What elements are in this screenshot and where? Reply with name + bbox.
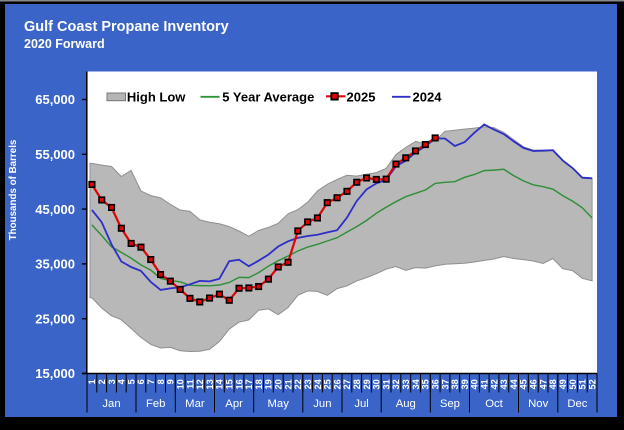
svg-text:37: 37 (440, 379, 450, 389)
svg-text:11: 11 (185, 379, 195, 389)
svg-text:46: 46 (529, 379, 539, 389)
svg-text:Dec: Dec (567, 398, 587, 410)
svg-text:52: 52 (587, 379, 597, 389)
svg-text:Jul: Jul (354, 398, 368, 410)
svg-text:4: 4 (117, 378, 127, 384)
svg-text:29: 29 (362, 379, 372, 389)
svg-text:26: 26 (332, 379, 342, 389)
svg-text:Jun: Jun (313, 398, 331, 410)
svg-text:25,000: 25,000 (35, 311, 75, 326)
svg-text:Feb: Feb (146, 398, 165, 410)
svg-text:8: 8 (156, 379, 166, 384)
svg-text:32: 32 (391, 379, 401, 389)
svg-text:42: 42 (489, 379, 499, 389)
svg-text:19: 19 (264, 379, 274, 389)
svg-text:14: 14 (215, 378, 225, 389)
svg-text:47: 47 (538, 379, 548, 389)
svg-text:49: 49 (558, 379, 568, 389)
svg-text:24: 24 (313, 378, 323, 389)
svg-text:55,000: 55,000 (35, 147, 75, 162)
svg-text:25: 25 (323, 379, 333, 389)
svg-text:2025: 2025 (347, 89, 376, 104)
svg-text:5: 5 (126, 379, 136, 384)
svg-text:43: 43 (499, 379, 509, 389)
svg-text:27: 27 (342, 379, 352, 389)
svg-text:2: 2 (97, 379, 107, 384)
svg-text:2020 Forward: 2020 Forward (24, 37, 105, 51)
svg-text:16: 16 (234, 379, 244, 389)
svg-text:Apr: Apr (225, 398, 243, 410)
svg-text:51: 51 (578, 379, 588, 389)
svg-text:2024: 2024 (413, 89, 443, 104)
svg-text:48: 48 (548, 379, 558, 389)
svg-text:36: 36 (431, 379, 441, 389)
svg-text:41: 41 (480, 379, 490, 389)
svg-text:34: 34 (411, 378, 421, 389)
svg-text:13: 13 (205, 379, 215, 389)
svg-text:Sep: Sep (440, 398, 460, 410)
svg-text:18: 18 (254, 379, 264, 389)
svg-text:50: 50 (568, 379, 578, 389)
svg-text:30: 30 (372, 379, 382, 389)
svg-text:Mar: Mar (185, 398, 205, 410)
svg-text:31: 31 (381, 379, 391, 389)
svg-text:10: 10 (176, 379, 186, 389)
svg-text:Thousands of Barrels: Thousands of Barrels (8, 139, 19, 240)
svg-text:High Low: High Low (127, 89, 186, 104)
svg-text:Aug: Aug (396, 398, 416, 410)
svg-text:1: 1 (87, 379, 97, 384)
svg-text:6: 6 (136, 379, 146, 384)
svg-text:45,000: 45,000 (35, 202, 75, 217)
svg-text:9: 9 (166, 379, 176, 384)
svg-text:21: 21 (283, 379, 293, 389)
svg-text:7: 7 (146, 379, 156, 384)
svg-text:5 Year Average: 5 Year Average (222, 89, 314, 104)
svg-text:17: 17 (244, 379, 254, 389)
svg-text:15,000: 15,000 (35, 366, 75, 381)
svg-text:May: May (268, 398, 290, 410)
svg-text:3: 3 (107, 379, 117, 384)
svg-text:20: 20 (274, 379, 284, 389)
svg-text:65,000: 65,000 (35, 92, 75, 107)
svg-text:35,000: 35,000 (35, 257, 75, 272)
svg-text:Nov: Nov (528, 398, 548, 410)
svg-text:40: 40 (470, 379, 480, 389)
svg-text:23: 23 (303, 379, 313, 389)
svg-text:39: 39 (460, 379, 470, 389)
svg-text:22: 22 (293, 379, 303, 389)
svg-text:35: 35 (421, 379, 431, 389)
svg-text:33: 33 (401, 379, 411, 389)
svg-text:44: 44 (509, 378, 519, 389)
svg-text:12: 12 (195, 379, 205, 389)
svg-text:15: 15 (225, 379, 235, 389)
svg-text:Jan: Jan (102, 398, 120, 410)
svg-text:Oct: Oct (485, 398, 503, 410)
svg-text:45: 45 (519, 379, 529, 389)
svg-text:38: 38 (450, 379, 460, 389)
svg-text:Gulf Coast Propane Inventory: Gulf Coast Propane Inventory (24, 19, 229, 35)
svg-text:28: 28 (352, 379, 362, 389)
